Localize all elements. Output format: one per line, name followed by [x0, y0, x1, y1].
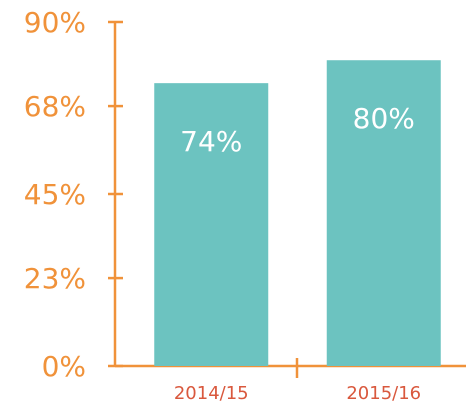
y-tick-label: 68% [24, 90, 86, 123]
y-tick-label: 0% [42, 350, 86, 383]
value-label: 74% [180, 125, 242, 158]
bar [326, 60, 441, 366]
value-label: 80% [353, 102, 415, 135]
y-tick-label: 90% [24, 6, 86, 39]
x-tick-label: 2014/15 [174, 383, 249, 404]
x-tick-label: 2015/16 [346, 383, 421, 404]
y-tick-label: 45% [24, 178, 86, 211]
bar [154, 83, 269, 367]
y-tick-label: 23% [24, 262, 86, 295]
